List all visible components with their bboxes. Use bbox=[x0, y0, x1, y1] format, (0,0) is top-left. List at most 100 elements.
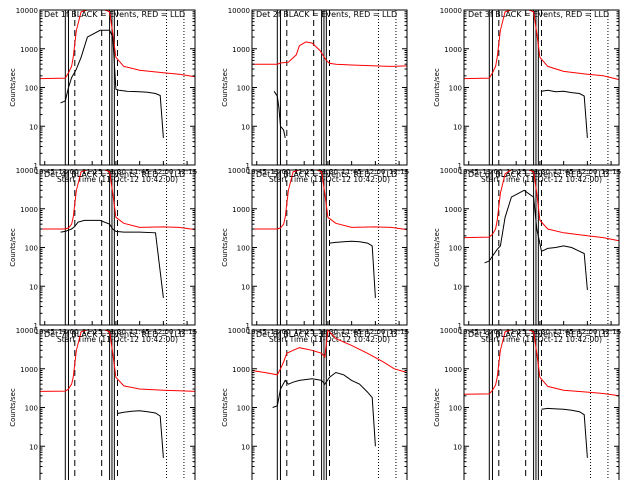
events-series-line bbox=[117, 410, 164, 458]
y-tick-label: 10 bbox=[453, 283, 462, 291]
y-tick-label: 1000 bbox=[232, 46, 250, 54]
x-axis-label: Start Time (11-Oct-12 10:42:00) bbox=[269, 175, 390, 184]
x-tick-label: 11:15 bbox=[506, 328, 526, 336]
y-tick-label: 10000 bbox=[440, 7, 462, 15]
x-tick-label: 11:30 bbox=[318, 168, 338, 176]
x-axis-label: Start Time (11-Oct-12 10:42:00) bbox=[57, 175, 178, 184]
y-tick-label: 1 bbox=[246, 162, 250, 170]
y-tick-label: 10 bbox=[453, 123, 462, 131]
x-tick-label: 12:00 bbox=[577, 328, 597, 336]
y-tick-label: 1000 bbox=[444, 366, 462, 374]
y-tick-label: 10 bbox=[241, 123, 250, 131]
y-tick-label: 10000 bbox=[440, 167, 462, 175]
panel-6: Det 6f BLACK = Events, RED = LLD11010010… bbox=[433, 167, 621, 344]
y-tick-label: 1000 bbox=[444, 206, 462, 214]
x-tick-label: 10:45 bbox=[459, 328, 479, 336]
y-tick-label: 100 bbox=[237, 85, 250, 93]
x-tick-label: 12:15 bbox=[601, 328, 621, 336]
y-axis-label: Counts/sec bbox=[9, 388, 17, 427]
y-tick-label: 10000 bbox=[16, 167, 38, 175]
x-tick-label: 10:45 bbox=[247, 168, 267, 176]
events-series-line bbox=[272, 371, 376, 447]
y-tick-label: 10000 bbox=[440, 327, 462, 335]
y-tick-label: 100 bbox=[237, 245, 250, 253]
y-tick-label: 10 bbox=[29, 283, 38, 291]
y-tick-label: 10000 bbox=[228, 7, 250, 15]
y-tick-label: 1000 bbox=[20, 366, 38, 374]
y-tick-label: 1000 bbox=[232, 366, 250, 374]
y-axis-label: Counts/sec bbox=[221, 68, 229, 107]
y-tick-label: 10000 bbox=[16, 7, 38, 15]
y-axis-label: Counts/sec bbox=[433, 68, 441, 107]
y-tick-label: 100 bbox=[449, 245, 462, 253]
x-tick-label: 11:30 bbox=[530, 328, 550, 336]
y-tick-label: 1000 bbox=[20, 46, 38, 54]
x-tick-label: 11:45 bbox=[554, 168, 574, 176]
panel-1: Det 1f BLACK = Events, RED = LLD11010010… bbox=[9, 7, 197, 184]
x-tick-label: 10:45 bbox=[35, 328, 55, 336]
y-tick-label: 100 bbox=[25, 405, 38, 413]
x-tick-label: 11:15 bbox=[82, 328, 102, 336]
x-tick-label: 12:00 bbox=[365, 168, 385, 176]
y-axis-label: Counts/sec bbox=[9, 68, 17, 107]
x-tick-label: 12:15 bbox=[601, 168, 621, 176]
y-tick-label: 10000 bbox=[16, 327, 38, 335]
x-tick-label: 11:15 bbox=[82, 168, 102, 176]
x-tick-label: 10:45 bbox=[247, 328, 267, 336]
x-tick-label: 11:30 bbox=[106, 168, 126, 176]
events-series-line bbox=[60, 219, 164, 298]
y-tick-label: 10000 bbox=[228, 167, 250, 175]
y-tick-label: 10 bbox=[241, 443, 250, 451]
events-series-line bbox=[484, 189, 588, 291]
y-tick-label: 1 bbox=[246, 322, 250, 330]
y-tick-label: 1 bbox=[34, 162, 38, 170]
y-tick-label: 100 bbox=[25, 85, 38, 93]
y-tick-label: 10 bbox=[29, 123, 38, 131]
y-tick-label: 10 bbox=[29, 443, 38, 451]
y-tick-label: 1 bbox=[458, 322, 462, 330]
y-tick-label: 1 bbox=[458, 162, 462, 170]
x-tick-label: 12:15 bbox=[389, 328, 409, 336]
x-tick-label: 11:45 bbox=[130, 328, 150, 336]
x-tick-label: 12:15 bbox=[177, 168, 197, 176]
panel-8: Det 8f BLACK = Events, RED = LLD11010010… bbox=[221, 327, 408, 480]
y-axis-label: Counts/sec bbox=[9, 228, 17, 267]
y-tick-label: 10 bbox=[453, 443, 462, 451]
x-tick-label: 12:15 bbox=[389, 168, 409, 176]
x-tick-label: 11:45 bbox=[342, 168, 362, 176]
events-series-line bbox=[273, 91, 286, 138]
x-axis-label: Start Time (11-Oct-12 10:42:00) bbox=[481, 175, 602, 184]
x-tick-label: 11:15 bbox=[294, 168, 314, 176]
x-tick-label: 12:15 bbox=[177, 328, 197, 336]
panel-5: Det 5f BLACK = Events, RED = LLD11010010… bbox=[221, 167, 409, 344]
x-tick-label: 11:45 bbox=[554, 328, 574, 336]
x-tick-label: 12:00 bbox=[153, 328, 173, 336]
x-axis-label: Start Time (11-Oct-12 10:42:00) bbox=[57, 335, 178, 344]
x-tick-label: 11:15 bbox=[294, 328, 314, 336]
x-tick-label: 10:45 bbox=[35, 168, 55, 176]
x-axis-label: Start Time (11-Oct-12 10:42:00) bbox=[269, 335, 390, 344]
y-tick-label: 100 bbox=[237, 405, 250, 413]
x-tick-label: 12:00 bbox=[365, 328, 385, 336]
events-series-line bbox=[541, 407, 588, 458]
events-series-line bbox=[329, 240, 376, 298]
events-series-line bbox=[60, 29, 164, 138]
x-tick-label: 11:15 bbox=[506, 168, 526, 176]
y-tick-label: 1000 bbox=[20, 206, 38, 214]
x-tick-label: 11:45 bbox=[130, 168, 150, 176]
x-tick-label: 10:45 bbox=[459, 168, 479, 176]
y-tick-label: 100 bbox=[25, 245, 38, 253]
y-tick-label: 10000 bbox=[228, 327, 250, 335]
lld-series-line bbox=[252, 41, 408, 67]
y-axis-label: Counts/sec bbox=[221, 388, 229, 427]
panel-4: Det 4f BLACK = Events, RED = LLD11010010… bbox=[9, 167, 197, 344]
y-tick-label: 100 bbox=[449, 405, 462, 413]
x-tick-label: 11:30 bbox=[530, 168, 550, 176]
lld-series-line bbox=[251, 328, 408, 376]
y-tick-label: 1000 bbox=[232, 206, 250, 214]
x-tick-label: 12:00 bbox=[153, 168, 173, 176]
panel-3: Det 3f BLACK = Events, RED = LLD11010010… bbox=[433, 7, 621, 184]
y-tick-label: 100 bbox=[449, 85, 462, 93]
y-tick-label: 1000 bbox=[444, 46, 462, 54]
